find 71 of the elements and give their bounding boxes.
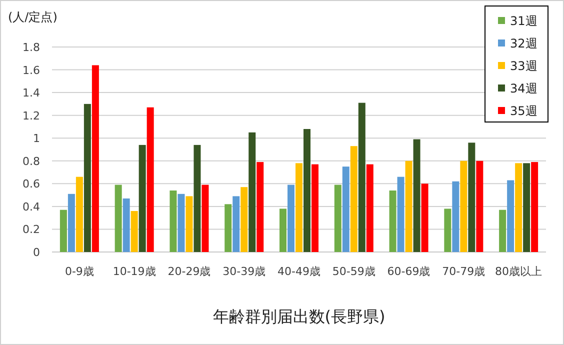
bar (60, 210, 67, 252)
bar (170, 190, 177, 252)
bar (421, 184, 428, 252)
bar (342, 166, 350, 252)
bar (366, 164, 374, 252)
bar (280, 208, 286, 252)
bar (232, 196, 240, 252)
bar (389, 190, 396, 252)
bar (444, 208, 452, 252)
legend-label: 34週 (510, 82, 538, 96)
bar (256, 162, 264, 252)
bar (507, 180, 514, 252)
y-tick-label: 0.6 (22, 178, 40, 191)
bar (334, 184, 342, 252)
bar (288, 184, 294, 252)
y-tick-label: 1.6 (22, 64, 40, 77)
bar (84, 104, 91, 252)
legend-label: 33週 (510, 59, 538, 73)
x-tick-label: 0-9歳 (64, 265, 94, 278)
bar (240, 187, 248, 252)
bar (114, 184, 122, 252)
bar (304, 129, 310, 252)
bar (194, 144, 201, 252)
bar (130, 211, 138, 252)
bar (312, 164, 318, 252)
y-tick-label: 0.4 (22, 200, 40, 214)
bar (358, 102, 366, 252)
bar (138, 144, 146, 252)
y-tick-label: 0 (33, 246, 40, 259)
bar (405, 160, 412, 252)
x-tick-label: 10-19歳 (112, 265, 156, 278)
bar (186, 196, 193, 252)
y-axis-title: (人/定点) (8, 10, 58, 24)
y-tick-label: 1 (33, 132, 40, 146)
bar (178, 194, 185, 252)
bar (92, 65, 99, 252)
x-tick-label: 70-79歳 (442, 265, 486, 278)
bar (68, 194, 75, 252)
bar (296, 163, 302, 252)
y-tick-label: 1.2 (22, 109, 40, 122)
bar (202, 184, 209, 252)
bar (397, 176, 404, 252)
bar (523, 163, 530, 252)
bar (515, 163, 522, 252)
bar (146, 107, 154, 252)
y-tick-label: 1.4 (22, 86, 40, 100)
legend-label: 31週 (510, 14, 538, 28)
bar (122, 198, 130, 252)
bar (531, 162, 538, 252)
x-tick-label: 30-39歳 (222, 265, 266, 278)
bar (76, 176, 83, 252)
bar (413, 139, 420, 252)
bar (460, 160, 468, 252)
bar (350, 146, 358, 252)
x-tick-label: 20-29歳 (168, 265, 211, 278)
bar (476, 160, 484, 252)
legend-label: 35週 (510, 104, 538, 118)
bar (468, 142, 476, 252)
y-tick-label: 0.8 (22, 154, 40, 168)
bar (452, 181, 460, 252)
x-tick-label: 80歳以上 (495, 265, 542, 278)
bar (499, 210, 506, 252)
x-tick-label: 60-69歳 (387, 265, 430, 278)
x-tick-label: 40-49歳 (278, 265, 320, 278)
y-tick-label: 1.8 (22, 41, 40, 54)
bar (224, 204, 232, 252)
legend-label: 32週 (510, 36, 538, 50)
y-tick-label: 0.2 (22, 223, 40, 236)
bar (248, 132, 256, 252)
x-tick-label: 50-59歳 (332, 265, 376, 278)
x-axis-title: 年齢群別届出数(長野県) (212, 307, 386, 326)
